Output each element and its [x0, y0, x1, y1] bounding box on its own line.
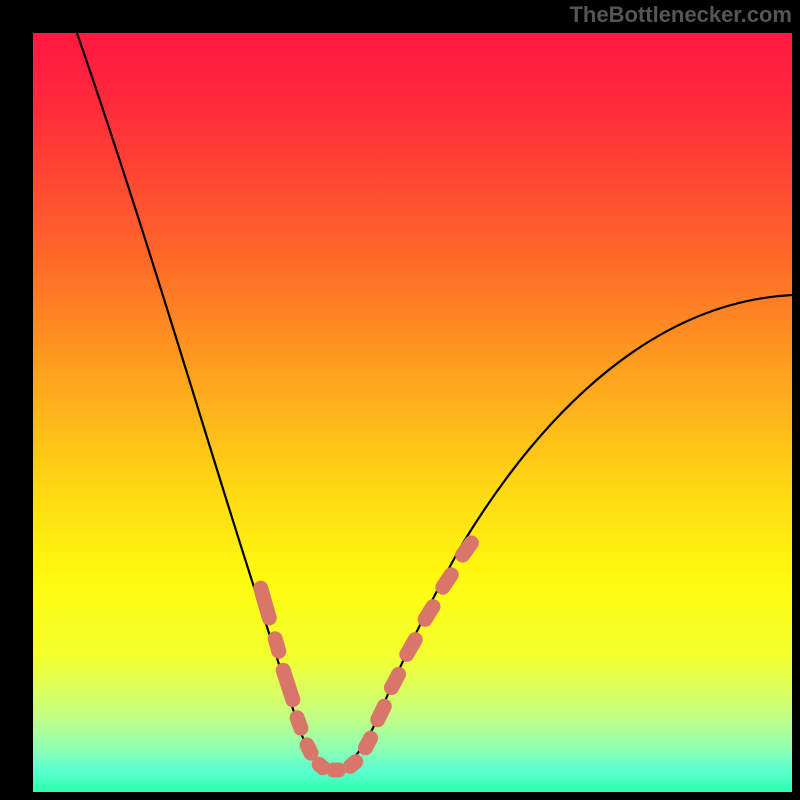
marker-layer	[33, 33, 792, 792]
marker-bead	[452, 532, 482, 565]
marker-bead	[368, 696, 395, 730]
marker-bead	[274, 661, 302, 709]
marker-bead	[432, 564, 461, 597]
marker-bead	[251, 579, 278, 627]
plot-area	[33, 33, 792, 792]
marker-bead	[355, 728, 380, 758]
marker-bead	[397, 629, 426, 664]
marker-bead	[288, 708, 311, 738]
marker-bead	[266, 629, 288, 660]
marker-bead	[381, 664, 408, 698]
marker-bead	[415, 596, 444, 629]
chart-container: TheBottlenecker.com	[0, 0, 800, 800]
watermark-text: TheBottlenecker.com	[569, 2, 792, 28]
